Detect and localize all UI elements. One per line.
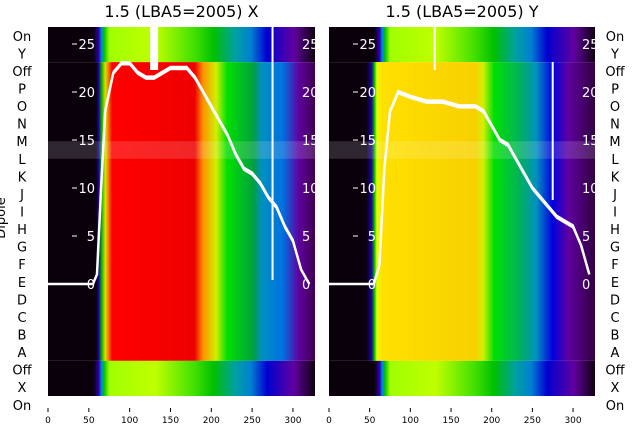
x-tick-label: 150 — [442, 416, 459, 426]
overlay-line — [329, 92, 591, 285]
row-label: G — [17, 241, 27, 256]
x-tick-label: 250 — [524, 416, 541, 426]
inner-y-tick-label-right: 25 — [582, 38, 599, 53]
heatmap-panel-x: 1.5 (LBA5=2005) XOnYOffPONMLKJIHGFEDCBAO… — [12, 2, 318, 426]
row-label: H — [17, 223, 27, 238]
dipole-rows — [48, 62, 315, 361]
x-tick-label: 200 — [203, 416, 220, 426]
panel-title: 1.5 (LBA5=2005) Y — [385, 2, 538, 21]
inner-y-tick-label-right: 20 — [302, 86, 319, 101]
row-label: E — [611, 276, 619, 291]
overlay-line — [48, 63, 310, 285]
x-tick-label: 50 — [83, 416, 95, 426]
inner-y-tick-label: 25 — [359, 38, 376, 53]
row-label: B — [18, 329, 27, 344]
inner-y-tick-label: 20 — [78, 86, 95, 101]
row-label: F — [611, 258, 618, 273]
x-tick-label: 150 — [162, 416, 179, 426]
inner-y-tick-label-right: 5 — [302, 230, 310, 245]
row-label: G — [610, 241, 620, 256]
row-label: Off — [12, 65, 32, 80]
inner-y-tick-label-right: 0 — [302, 278, 310, 293]
inner-y-tick-label: 15 — [78, 134, 95, 149]
row-label: B — [611, 329, 620, 344]
bottom-rows — [329, 360, 595, 396]
x-tick-label: 200 — [483, 416, 500, 426]
inner-y-tick-label-right: 25 — [302, 38, 319, 53]
row-label: P — [611, 83, 619, 98]
row-label: H — [610, 223, 620, 238]
inner-y-tick-label-right: 0 — [582, 278, 590, 293]
row-label: D — [610, 293, 620, 308]
row-label: Off — [605, 364, 625, 379]
row-label: C — [610, 311, 619, 326]
row-label: A — [18, 346, 27, 361]
x-tick-label: 300 — [284, 416, 301, 426]
panel-title: 1.5 (LBA5=2005) X — [104, 2, 258, 21]
row-label: F — [18, 258, 25, 273]
x-tick-label: 300 — [564, 416, 581, 426]
row-label: A — [611, 346, 620, 361]
row-label: I — [20, 206, 24, 221]
inner-y-tick-label: 20 — [359, 86, 376, 101]
row-label: K — [611, 170, 620, 185]
row-label: Off — [605, 65, 625, 80]
inner-y-tick-label: 0 — [87, 278, 95, 293]
top-rows — [48, 27, 315, 63]
x-tick-label: 100 — [121, 416, 138, 426]
x-tick-label: 0 — [45, 416, 51, 426]
x-tick-label: 0 — [326, 416, 332, 426]
x-tick-label: 250 — [244, 416, 261, 426]
row-label: L — [611, 153, 619, 168]
row-label: X — [611, 381, 620, 396]
inner-y-tick-label-right: 15 — [302, 134, 319, 149]
row-label: I — [613, 206, 617, 221]
row-label: On — [13, 399, 31, 414]
inner-y-tick-label-right: 10 — [302, 182, 319, 197]
row-label: O — [610, 100, 620, 115]
inner-y-tick-label-right: 15 — [582, 134, 599, 149]
row-label: J — [612, 188, 617, 203]
row-label: X — [18, 381, 27, 396]
y-axis-label: Dipole — [0, 197, 9, 238]
x-tick-label: 50 — [364, 416, 376, 426]
inner-y-tick-label: 10 — [359, 182, 376, 197]
inner-y-tick-label: 0 — [368, 278, 376, 293]
row-label: O — [17, 100, 27, 115]
inner-y-tick-label: 15 — [359, 134, 376, 149]
row-band — [48, 141, 315, 159]
bottom-rows — [48, 360, 315, 396]
row-label: C — [17, 311, 26, 326]
row-label: Y — [17, 47, 26, 62]
row-label: N — [17, 118, 27, 133]
inner-y-tick-label: 5 — [368, 230, 376, 245]
row-label: M — [609, 135, 620, 150]
row-label: On — [13, 30, 31, 45]
row-label: L — [18, 153, 26, 168]
row-label: Y — [610, 47, 619, 62]
row-label: E — [18, 276, 26, 291]
row-label: M — [16, 135, 27, 150]
row-label: K — [18, 170, 27, 185]
inner-y-tick-label-right: 20 — [582, 86, 599, 101]
row-label: On — [606, 399, 624, 414]
row-label: D — [17, 293, 27, 308]
inner-y-tick-label: 25 — [78, 38, 95, 53]
row-band — [329, 141, 595, 159]
x-tick-label: 100 — [402, 416, 419, 426]
row-label: P — [18, 83, 26, 98]
overlay-line — [329, 89, 591, 285]
row-label: N — [610, 118, 620, 133]
row-label: Off — [12, 364, 32, 379]
heatmap-panel-y: 1.5 (LBA5=2005) YOnYOffPONMLKJIHGFEDCBAO… — [326, 2, 625, 426]
inner-y-tick-label: 5 — [87, 230, 95, 245]
inner-y-tick-label-right: 5 — [582, 230, 590, 245]
top-rows — [329, 27, 595, 63]
row-label: J — [19, 188, 24, 203]
inner-y-tick-label-right: 10 — [582, 182, 599, 197]
inner-y-tick-label: 10 — [78, 182, 95, 197]
row-label: On — [606, 30, 624, 45]
